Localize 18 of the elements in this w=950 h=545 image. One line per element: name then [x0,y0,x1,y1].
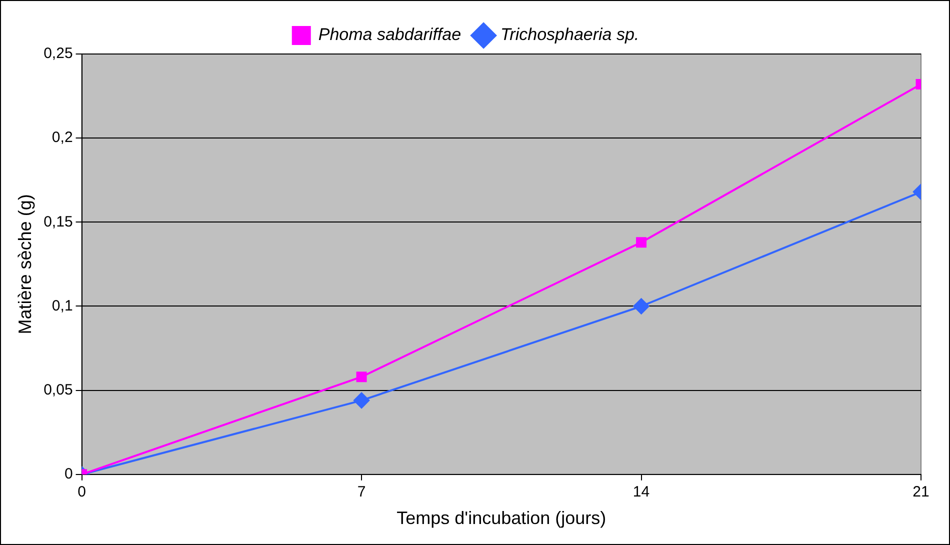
point [636,237,647,248]
y-tick-label: 0,1 [52,297,73,314]
y-tick-label: 0,15 [44,213,73,230]
point [633,298,650,314]
y-tick-label: 0,25 [44,45,73,62]
x-tick-label: 14 [632,484,650,501]
x-tick-label: 7 [357,484,366,501]
y-tick-label: 0,2 [52,129,73,146]
x-tick-label: 0 [78,484,86,501]
y-axis-title: Matière sèche (g) [14,194,35,334]
legend-label: Trichosphaeria sp. [500,25,640,44]
x-tick-label: 21 [912,484,930,501]
point [356,372,367,382]
y-tick-label: 0 [64,466,73,483]
x-axis-title: Temps d'incubation (jours) [396,508,606,528]
point [354,392,370,408]
y-tick-label: 0,05 [44,381,73,398]
legend-label: Phoma sabdariffae [318,25,462,44]
